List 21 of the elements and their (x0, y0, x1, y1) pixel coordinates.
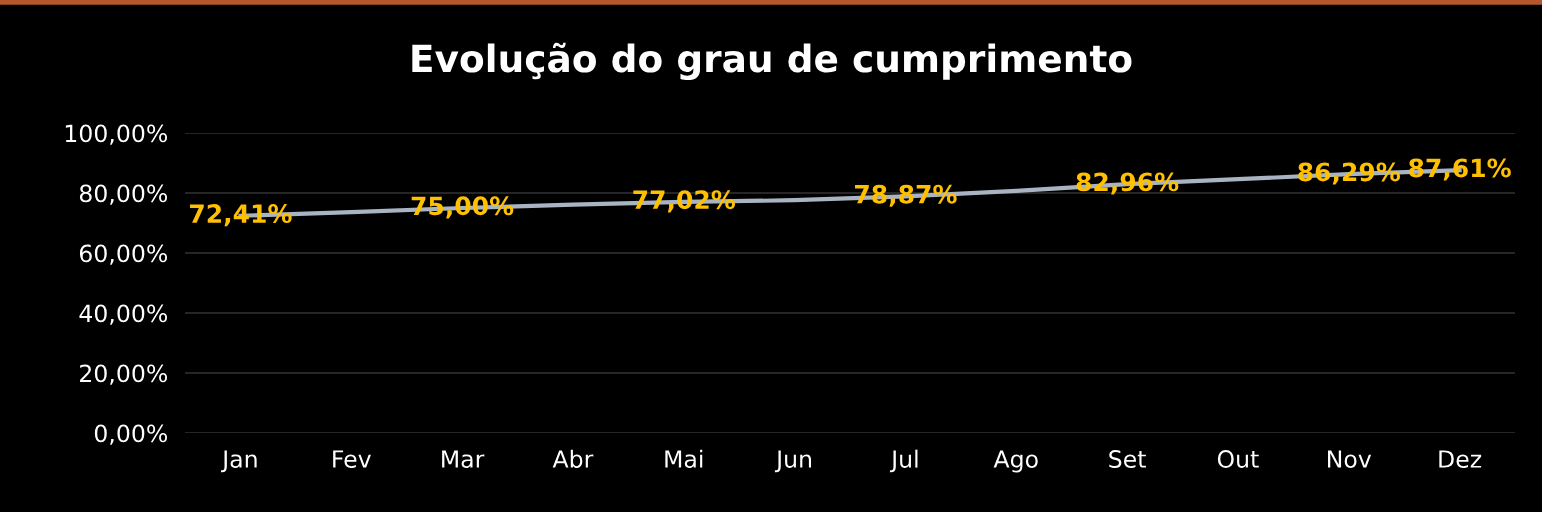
x-tick-label: Dez (1439, 450, 1482, 468)
data-label: 87,61% (1409, 158, 1511, 181)
x-tick-label: Jul (889, 449, 918, 473)
x-tick-label: Nov (1328, 450, 1372, 468)
x-tick-label: Ago (993, 450, 1038, 473)
y-tick-label: 60,00% (79, 244, 168, 265)
y-tick-label: 80,00% (79, 184, 168, 205)
chart-title: Evolução do grau de cumprimento (412, 42, 1132, 81)
data-label: 72,41% (190, 204, 292, 227)
y-tick-label: 100,00% (65, 124, 168, 145)
x-tick-label: Out (1217, 450, 1259, 468)
x-tick-label: Jun (774, 450, 812, 473)
y-tick-label: 40,00% (79, 304, 168, 325)
x-tick-label: Set (1109, 450, 1146, 468)
x-tick-label: Mar (442, 450, 485, 468)
x-tick-label: Jan (221, 450, 257, 473)
y-tick-label: 20,00% (80, 364, 168, 385)
x-tick-label: Fev (333, 450, 371, 468)
x-tick-label: Abr (552, 449, 594, 468)
x-tick-label: Mai (665, 449, 703, 468)
y-tick-label: 0,00% (94, 424, 168, 445)
